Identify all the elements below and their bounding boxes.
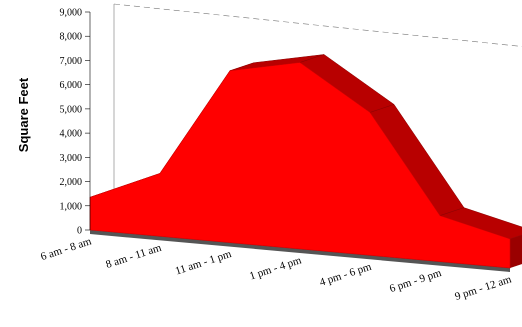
y-tick-label: 3,000 xyxy=(60,153,83,164)
x-tick-label: 11 am - 1 pm xyxy=(174,248,234,278)
y-axis-label: Square Feet xyxy=(16,77,31,152)
y-tick-label: 4,000 xyxy=(60,129,83,140)
area-front-face xyxy=(89,62,511,269)
x-tick-label: 9 pm - 12 am xyxy=(453,273,513,303)
y-tick-label: 2,000 xyxy=(60,177,83,188)
x-tick-label: 6 pm - 9 pm xyxy=(388,267,443,295)
chart-walls xyxy=(113,3,522,222)
area-end-cap xyxy=(510,234,522,268)
y-tick-label: 0 xyxy=(77,226,82,237)
area-series xyxy=(89,54,522,269)
y-tick-label: 5,000 xyxy=(60,104,83,115)
top-wall-edge xyxy=(113,3,522,47)
y-tick-label: 8,000 xyxy=(60,32,83,43)
x-tick-label: 4 pm - 6 pm xyxy=(318,261,373,289)
x-tick-label: 6 am - 8 am xyxy=(39,235,93,263)
y-tick-label: 9,000 xyxy=(60,8,83,19)
y-tick-label: 1,000 xyxy=(60,201,83,212)
y-tick-label: 7,000 xyxy=(60,56,83,67)
x-tick-label: 8 am - 11 am xyxy=(104,242,163,271)
y-tick-label: 6,000 xyxy=(60,80,83,91)
x-tick-label: 1 pm - 4 pm xyxy=(248,254,303,282)
floor-edge xyxy=(90,230,510,272)
y-axis-ticks: 0 1,000 2,000 3,000 4,000 5,000 6,000 7,000 8,00… xyxy=(60,8,91,237)
